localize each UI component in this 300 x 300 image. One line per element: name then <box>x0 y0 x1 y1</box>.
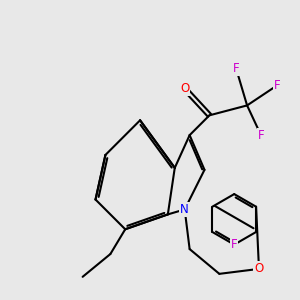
Text: F: F <box>258 129 264 142</box>
Text: O: O <box>254 262 264 275</box>
Text: N: N <box>180 203 189 216</box>
Text: F: F <box>233 62 239 75</box>
Text: F: F <box>274 79 280 92</box>
Text: O: O <box>180 82 189 95</box>
Text: F: F <box>231 238 238 251</box>
